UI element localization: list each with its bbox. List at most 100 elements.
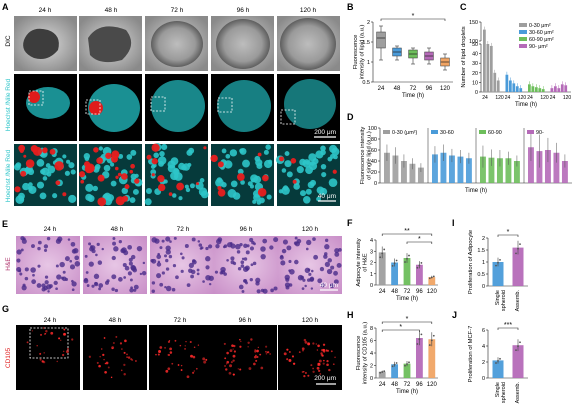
nucleus: [187, 162, 192, 167]
nucleus: [305, 160, 310, 165]
cd105-dot: [60, 339, 62, 341]
he-nucleus: [192, 259, 196, 263]
he-nucleus: [127, 244, 133, 250]
x-tick-label: 96: [426, 86, 433, 92]
legend-swatch: [519, 30, 527, 34]
x-tick-label: 24: [379, 382, 386, 388]
lipid-droplet: [176, 182, 185, 191]
lipid-droplet: [292, 179, 297, 184]
cd105-dot: [126, 356, 128, 358]
cd105-dot: [232, 359, 235, 362]
cd105-dot: [260, 366, 264, 370]
cd105-dot: [254, 350, 257, 353]
y-tick-label: 6: [370, 339, 373, 345]
he-nucleus: [59, 261, 65, 268]
cd105-dot: [88, 355, 92, 358]
cd105-dot: [36, 345, 38, 347]
he-nucleus: [327, 258, 332, 263]
cd105-dot: [171, 362, 174, 365]
y-axis-label: Proliferation of MCF-7: [468, 326, 474, 383]
cd105-dot: [248, 367, 252, 370]
cd105-dot: [307, 342, 311, 346]
lipid-droplet: [84, 161, 91, 168]
x-axis-label: Time (h): [402, 93, 424, 99]
lipid-droplet: [115, 196, 125, 206]
timepoint-label: 24 h: [44, 317, 57, 324]
lipid-droplet: [62, 192, 67, 197]
x-tick-label: 96: [416, 382, 423, 388]
nucleus: [157, 156, 167, 165]
bar: [513, 161, 520, 183]
cd105-dot: [159, 346, 163, 349]
cd105-dot: [266, 351, 269, 354]
he-nucleus: [173, 236, 177, 240]
data-point: [517, 345, 519, 348]
he-nucleus: [161, 271, 165, 275]
cd105-dot: [184, 348, 186, 350]
he-nucleus: [205, 246, 209, 251]
he-nucleus: [293, 241, 298, 246]
cd105-dot: [39, 352, 42, 355]
cd105-dot: [184, 345, 187, 347]
cd105-dot: [58, 337, 61, 340]
data-point: [416, 343, 419, 345]
bar: [553, 152, 560, 183]
bar: [492, 262, 504, 286]
cd105-dot: [288, 351, 291, 353]
cd105-image-48h: [83, 325, 147, 390]
cd105-dot: [224, 365, 226, 367]
nucleus: [134, 173, 139, 178]
he-nucleus: [306, 278, 311, 282]
he-nucleus: [37, 240, 42, 245]
he-nucleus: [57, 236, 63, 242]
legend-swatch: [519, 37, 527, 41]
he-nucleus: [88, 242, 92, 246]
legend-swatch: [527, 130, 534, 134]
box: [376, 31, 386, 49]
he-nucleus: [255, 281, 260, 286]
he-nucleus: [71, 248, 77, 254]
data-point: [383, 248, 386, 251]
he-nucleus: [55, 264, 59, 268]
significance-label: *: [412, 13, 415, 20]
bar: [493, 72, 497, 92]
nucleus: [296, 166, 304, 174]
he-nucleus: [279, 255, 284, 260]
data-point: [379, 256, 382, 259]
nucleus: [321, 172, 327, 178]
he-nucleus: [31, 279, 37, 285]
he-nucleus: [16, 249, 22, 255]
scale-bar-label: 40 μm: [320, 282, 338, 289]
y-tick-label: 6: [482, 328, 485, 334]
he-nucleus: [181, 256, 185, 260]
nucleus: [252, 199, 257, 204]
he-nucleus: [97, 260, 103, 265]
he-nucleus: [255, 277, 261, 283]
timepoint-label: 72 h: [174, 317, 187, 324]
he-nucleus: [175, 275, 179, 280]
cd105-dot: [229, 349, 233, 353]
cd105-dot: [240, 340, 242, 343]
he-nucleus: [281, 248, 287, 254]
he-nucleus: [111, 287, 115, 291]
lipid-droplet: [151, 158, 158, 165]
y-axis-label: Proliferation of Adipocyte: [468, 230, 474, 294]
he-nucleus: [67, 238, 71, 241]
legend-swatch: [479, 130, 486, 134]
nucleus: [215, 178, 224, 188]
data-point: [416, 266, 419, 269]
y-tick-label: 10: [472, 80, 478, 86]
cd105-dot: [63, 328, 66, 331]
bar: [432, 154, 438, 183]
timepoint-label: 72 h: [177, 226, 190, 233]
data-point: [519, 341, 521, 344]
bar: [440, 152, 447, 183]
nucleus: [170, 157, 179, 165]
cd105-dot: [312, 342, 315, 345]
cd105-dot: [119, 342, 123, 345]
data-point: [391, 365, 394, 368]
dic-image-row: [14, 16, 340, 71]
y-axis-label: of H&E: [363, 253, 369, 271]
nucleus: [188, 147, 195, 154]
cd105-dot: [205, 358, 208, 361]
